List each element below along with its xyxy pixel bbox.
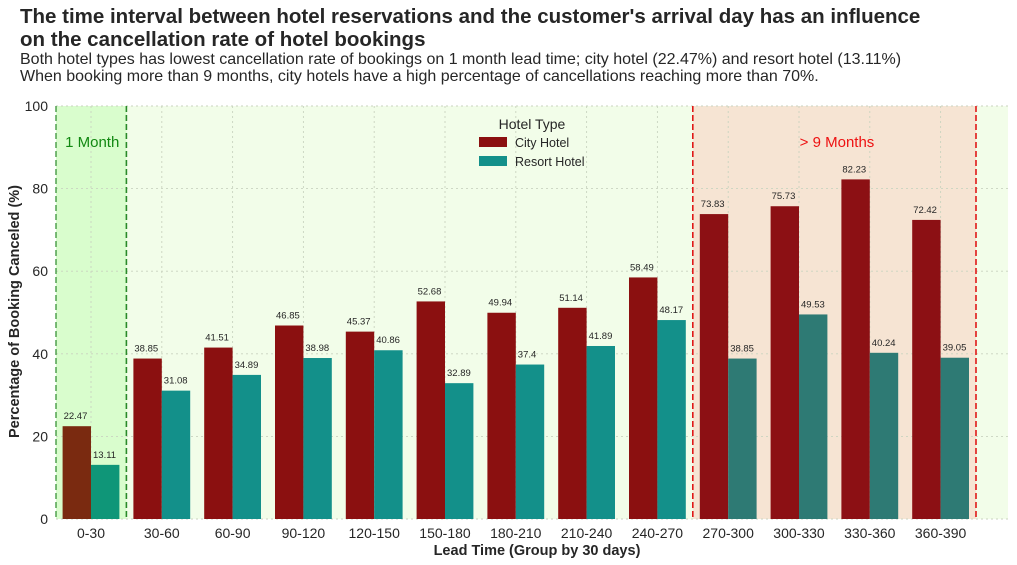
bar-label-resort-hotel: 31.08 bbox=[164, 376, 188, 387]
x-tick-label: 300-330 bbox=[773, 525, 825, 541]
x-tick-label: 120-150 bbox=[349, 525, 401, 541]
bar-label-city-hotel: 82.23 bbox=[842, 164, 866, 175]
y-tick-label: 40 bbox=[32, 346, 48, 362]
bar-label-resort-hotel: 49.53 bbox=[801, 299, 825, 310]
x-tick-label: 30-60 bbox=[144, 525, 180, 541]
bar-resort-hotel bbox=[303, 358, 332, 519]
bar-city-hotel bbox=[770, 206, 799, 519]
chart-title: The time interval between hotel reservat… bbox=[20, 5, 1010, 51]
bar-label-resort-hotel: 37.4 bbox=[518, 350, 537, 361]
bar-label-resort-hotel: 34.89 bbox=[235, 360, 259, 371]
bar-label-city-hotel: 45.37 bbox=[347, 317, 371, 328]
bar-label-city-hotel: 75.73 bbox=[772, 191, 796, 202]
bar-city-hotel bbox=[133, 358, 162, 519]
bar-city-hotel bbox=[345, 331, 375, 519]
bar-label-city-hotel: 73.83 bbox=[701, 199, 725, 210]
y-tick-label: 80 bbox=[32, 181, 48, 197]
x-tick-label: 270-300 bbox=[703, 525, 755, 541]
legend-label-city-hotel: City Hotel bbox=[515, 136, 569, 150]
one-month-annotation: 1 Month bbox=[65, 134, 119, 151]
y-axis-label: Percentage of Booking Canceled (%) bbox=[7, 185, 23, 438]
y-tick-label: 100 bbox=[25, 98, 49, 114]
bar-resort-hotel bbox=[869, 352, 899, 519]
x-tick-label: 360-390 bbox=[915, 525, 967, 541]
bar-label-resort-hotel: 13.11 bbox=[93, 450, 116, 461]
bar-label-city-hotel: 38.85 bbox=[134, 344, 158, 355]
x-tick-label: 0-30 bbox=[77, 525, 105, 541]
x-tick-label: 180-210 bbox=[490, 525, 542, 541]
bar-city-hotel bbox=[912, 219, 941, 519]
bar-label-resort-hotel: 32.89 bbox=[447, 368, 471, 379]
bar-resort-hotel bbox=[91, 464, 120, 519]
bar-label-resort-hotel: 48.17 bbox=[659, 305, 683, 316]
bar-label-resort-hotel: 38.85 bbox=[730, 344, 754, 355]
x-tick-label: 240-270 bbox=[632, 525, 684, 541]
bar-resort-hotel bbox=[161, 390, 191, 519]
bar-label-city-hotel: 51.14 bbox=[559, 293, 583, 304]
x-tick-label: 210-240 bbox=[561, 525, 613, 541]
bar-resort-hotel bbox=[657, 320, 686, 519]
chart-subtitle: Both hotel types has lowest cancellation… bbox=[20, 51, 1010, 85]
legend-swatch-resort-hotel bbox=[479, 156, 507, 166]
bar-city-hotel bbox=[629, 277, 658, 519]
bar-city-hotel bbox=[699, 214, 729, 520]
bar-label-city-hotel: 58.49 bbox=[630, 262, 654, 273]
bar-city-hotel bbox=[558, 307, 587, 519]
chart-title-line-2: on the cancellation rate of hotel bookin… bbox=[20, 28, 426, 51]
legend-swatch-city-hotel bbox=[479, 137, 507, 147]
bar-city-hotel bbox=[416, 301, 445, 519]
bar-resort-hotel bbox=[940, 357, 969, 519]
bar-resort-hotel bbox=[374, 350, 403, 519]
bar-label-city-hotel: 49.94 bbox=[488, 298, 512, 309]
bar-city-hotel bbox=[62, 426, 91, 519]
bar-resort-hotel bbox=[515, 364, 545, 519]
bar-resort-hotel bbox=[445, 383, 474, 519]
x-tick-label: 150-180 bbox=[419, 525, 471, 541]
y-tick-label: 60 bbox=[32, 263, 48, 279]
chart-title-line-1: The time interval between hotel reservat… bbox=[20, 5, 921, 28]
bar-city-hotel bbox=[841, 179, 870, 519]
bar-label-resort-hotel: 39.05 bbox=[943, 343, 967, 354]
x-axis-label: Lead Time (Group by 30 days) bbox=[434, 543, 641, 559]
chart-subtitle-line-2: When booking more than 9 months, city ho… bbox=[20, 68, 819, 85]
bar-city-hotel bbox=[204, 347, 233, 519]
bar-label-resort-hotel: 38.98 bbox=[305, 343, 329, 354]
bar-label-resort-hotel: 40.86 bbox=[376, 335, 400, 346]
y-tick-label: 0 bbox=[40, 511, 48, 527]
bar-label-resort-hotel: 41.89 bbox=[589, 331, 613, 342]
bar-label-resort-hotel: 40.24 bbox=[872, 338, 896, 349]
legend-title: Hotel Type bbox=[499, 116, 566, 132]
x-tick-label: 330-360 bbox=[844, 525, 896, 541]
bar-label-city-hotel: 52.68 bbox=[418, 286, 442, 297]
bar-label-city-hotel: 72.42 bbox=[913, 205, 937, 216]
bar-resort-hotel bbox=[586, 345, 615, 519]
bar-label-city-hotel: 46.85 bbox=[276, 311, 300, 322]
bar-label-city-hotel: 22.47 bbox=[64, 411, 88, 422]
y-tick-label: 20 bbox=[32, 428, 48, 444]
bar-city-hotel bbox=[487, 312, 516, 519]
nine-months-annotation: > 9 Months bbox=[800, 134, 875, 151]
legend-label-resort-hotel: Resort Hotel bbox=[515, 155, 584, 169]
chart-subtitle-line-1: Both hotel types has lowest cancellation… bbox=[20, 51, 902, 68]
bar-label-city-hotel: 41.51 bbox=[205, 333, 229, 344]
x-tick-label: 90-120 bbox=[282, 525, 326, 541]
bar-resort-hotel bbox=[799, 314, 828, 519]
bar-city-hotel bbox=[275, 325, 304, 519]
bar-resort-hotel bbox=[232, 374, 261, 519]
x-tick-label: 60-90 bbox=[215, 525, 251, 541]
bar-resort-hotel bbox=[728, 358, 757, 519]
